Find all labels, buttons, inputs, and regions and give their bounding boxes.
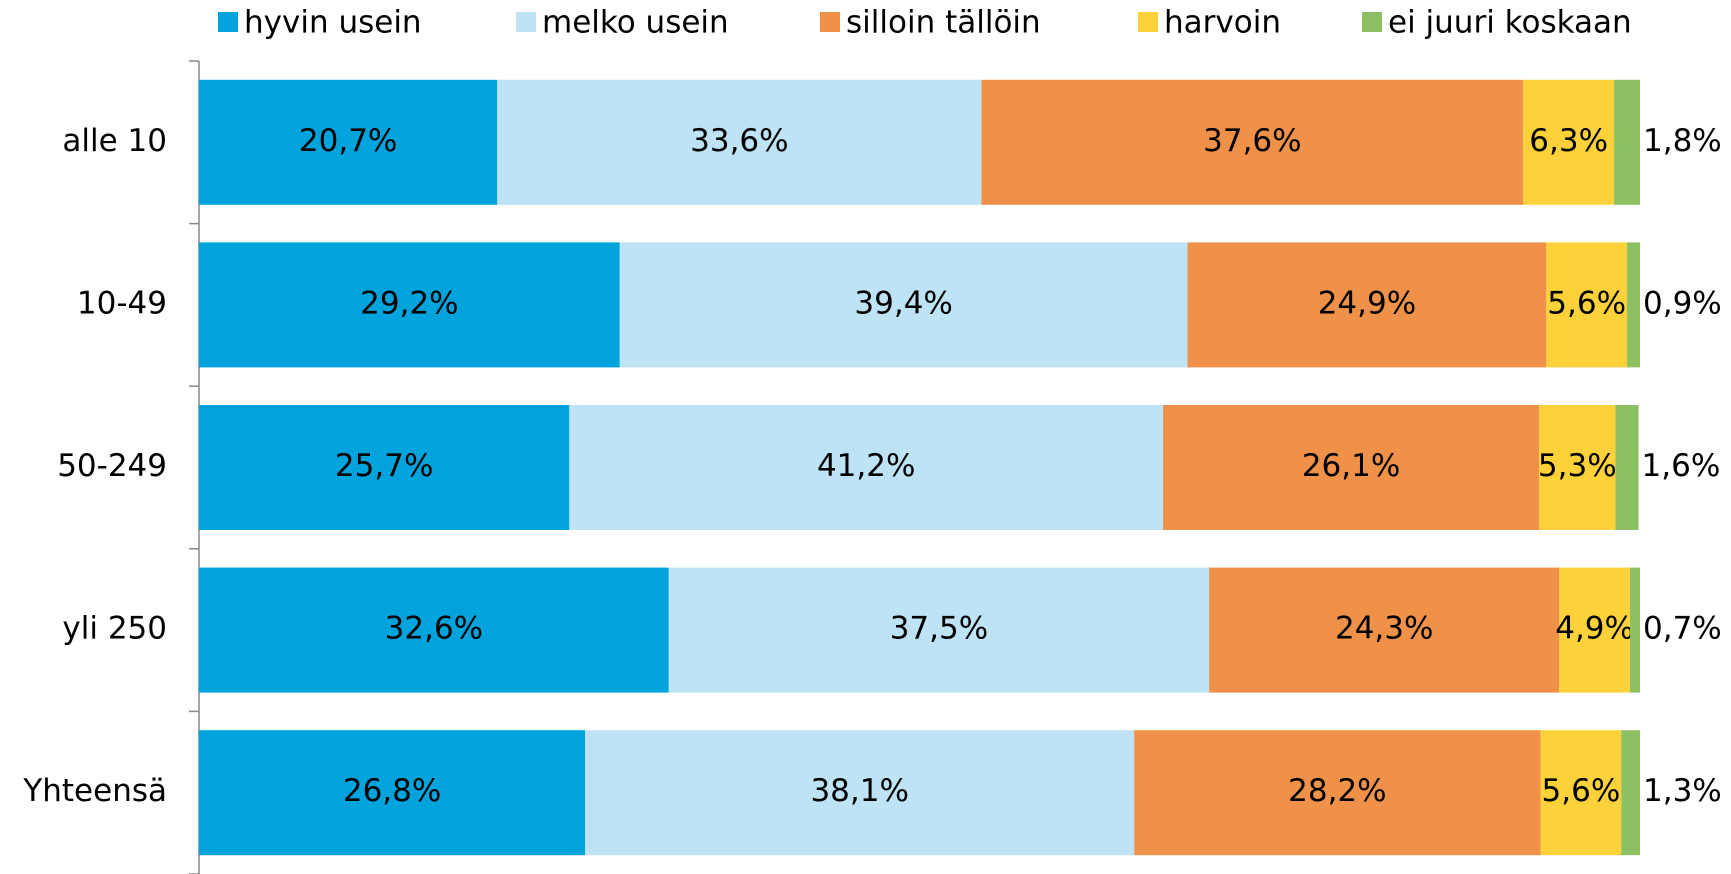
value-label: 29,2%: [360, 285, 458, 321]
bar-segment: [1559, 567, 1630, 693]
bar-segment: [585, 730, 1135, 856]
bar-segment: [1134, 730, 1541, 856]
y-tick-label: 10-49: [77, 285, 167, 321]
value-label: 37,6%: [1203, 123, 1301, 159]
bar-segment: [1539, 405, 1616, 530]
legend-swatch: [516, 12, 536, 32]
legend-swatch: [1138, 12, 1158, 32]
value-label: 4,9%: [1555, 611, 1634, 647]
value-label: 26,8%: [343, 773, 441, 809]
bar-segment: [199, 242, 620, 368]
bar-segment: [1546, 242, 1628, 368]
value-label: 32,6%: [385, 611, 483, 647]
legend-label: ei juuri koskaan: [1388, 5, 1632, 41]
value-label: 26,1%: [1302, 448, 1400, 484]
legend-swatch: [218, 12, 238, 32]
bar-segment: [1629, 567, 1640, 693]
value-label: 28,2%: [1288, 773, 1386, 809]
value-label: 5,6%: [1547, 285, 1626, 321]
legend-swatch: [1362, 12, 1382, 32]
bar-segment: [1163, 405, 1540, 530]
value-label: 37,5%: [890, 611, 988, 647]
value-label: 5,6%: [1542, 773, 1621, 809]
legend-swatch: [820, 12, 840, 32]
value-label: 20,7%: [299, 123, 397, 159]
value-label: 24,9%: [1318, 285, 1416, 321]
value-label: 0,7%: [1643, 611, 1722, 647]
legend-label: melko usein: [542, 5, 729, 41]
y-tick-label: Yhteensä: [22, 773, 167, 809]
bar-segment: [1209, 567, 1560, 693]
value-label: 1,6%: [1642, 448, 1721, 484]
bar-segment: [199, 405, 570, 530]
y-tick-label: alle 10: [62, 123, 167, 159]
bar-segment: [668, 567, 1210, 693]
bar-segment: [619, 242, 1188, 368]
bar-segment: [199, 730, 586, 856]
bar-segment: [1523, 79, 1615, 205]
y-tick-label: 50-249: [57, 448, 167, 484]
bar-segment: [1615, 405, 1639, 530]
bar-segment: [199, 79, 498, 205]
value-label: 6,3%: [1529, 123, 1608, 159]
value-label: 1,3%: [1643, 773, 1722, 809]
bar-segment: [569, 405, 1164, 530]
y-tick-label: yli 250: [62, 611, 167, 647]
value-label: 1,8%: [1643, 123, 1722, 159]
value-label: 0,9%: [1643, 285, 1722, 321]
value-label: 5,3%: [1538, 448, 1617, 484]
value-label: 25,7%: [335, 448, 433, 484]
value-label: 33,6%: [690, 123, 788, 159]
value-label: 24,3%: [1335, 611, 1433, 647]
value-label: 41,2%: [817, 448, 915, 484]
value-label: 39,4%: [854, 285, 952, 321]
bar-segment: [1540, 730, 1622, 856]
legend-label: hyvin usein: [244, 5, 422, 41]
legend-label: silloin tällöin: [846, 5, 1041, 41]
value-label: 38,1%: [810, 773, 908, 809]
bar-segment: [1614, 79, 1640, 205]
bar-segment: [1621, 730, 1640, 856]
bar-segment: [1187, 242, 1547, 368]
bar-segment: [981, 79, 1524, 205]
bar-segment: [1627, 242, 1640, 368]
legend-label: harvoin: [1164, 5, 1281, 41]
bar-segment: [497, 79, 982, 205]
bar-segment: [199, 567, 669, 693]
